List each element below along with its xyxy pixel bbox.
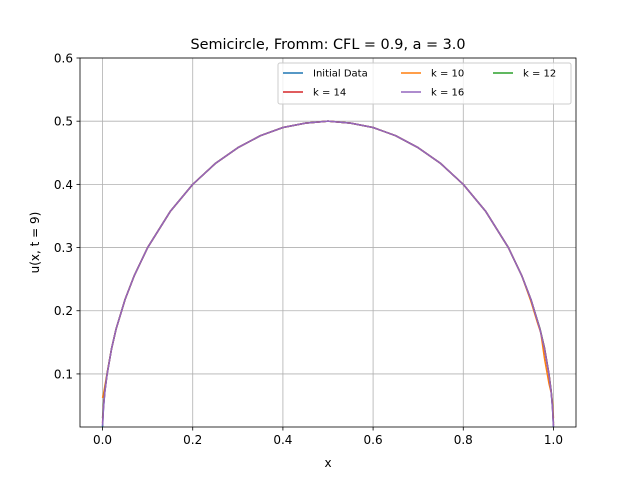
x-tick-label: 0.2	[183, 433, 202, 447]
x-axis-label: x	[324, 456, 331, 470]
x-tick-label: 0.0	[93, 433, 112, 447]
legend-label: k = 12	[523, 69, 556, 80]
x-tick-label: 1.0	[544, 433, 563, 447]
legend-label: k = 10	[431, 69, 464, 80]
y-tick-label: 0.3	[54, 241, 73, 255]
x-tick-label: 0.4	[273, 433, 292, 447]
chart-title: Semicircle, Fromm: CFL = 0.9, a = 3.0	[190, 37, 465, 53]
legend-label: Initial Data	[313, 69, 368, 80]
legend-label: k = 14	[313, 88, 346, 99]
y-tick-label: 0.5	[54, 115, 73, 129]
y-tick-label: 0.6	[54, 52, 73, 66]
legend-label: k = 16	[431, 88, 464, 99]
y-tick-label: 0.1	[54, 367, 73, 381]
y-axis-label: u(x, t = 9)	[28, 212, 42, 274]
y-tick-label: 0.2	[54, 304, 73, 318]
legend: Initial Data k = 10 k = 12 k = 14 k = 16	[278, 63, 571, 104]
x-tick-label: 0.6	[364, 433, 383, 447]
y-tick-label: 0.4	[54, 178, 73, 192]
x-tick-label: 0.8	[454, 433, 473, 447]
